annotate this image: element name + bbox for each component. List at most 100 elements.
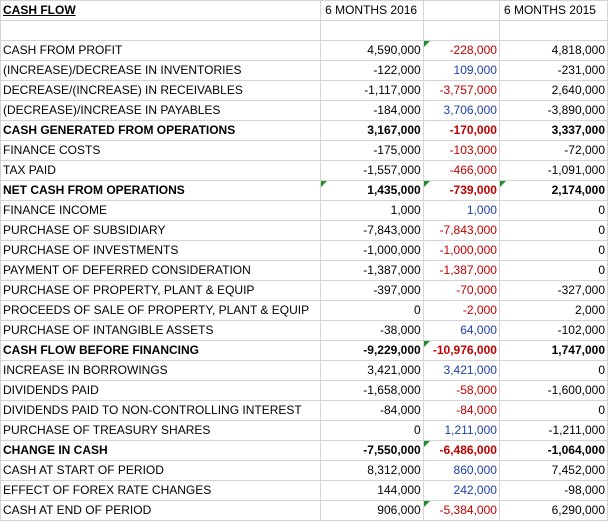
value-difference[interactable]: -103,000 [422, 140, 500, 161]
value-2015[interactable]: 0 [498, 400, 608, 421]
value-difference[interactable]: -70,000 [422, 280, 500, 301]
value-2015[interactable]: 1,747,000 [498, 340, 608, 361]
row-label[interactable]: (DECREASE)/INCREASE IN PAYABLES [0, 100, 322, 121]
row-label[interactable]: PURCHASE OF SUBSIDIARY [0, 220, 322, 241]
value-2015[interactable]: -102,000 [498, 320, 608, 341]
value-2016[interactable]: -7,550,000 [320, 440, 424, 461]
value-2016[interactable]: -1,387,000 [320, 260, 424, 281]
cell[interactable] [0, 20, 322, 41]
value-2016[interactable]: -184,000 [320, 100, 424, 121]
value-difference[interactable]: 3,421,000 [422, 360, 500, 381]
value-2016[interactable]: -1,658,000 [320, 380, 424, 401]
value-difference[interactable]: -228,000 [422, 40, 500, 61]
value-difference[interactable]: 1,000 [422, 200, 500, 221]
row-label[interactable]: FINANCE COSTS [0, 140, 322, 161]
row-label[interactable]: CASH FLOW BEFORE FINANCING [0, 340, 322, 361]
value-2016[interactable]: 1,435,000 [320, 180, 424, 201]
value-2016[interactable]: 144,000 [320, 480, 424, 501]
value-difference[interactable]: -5,384,000 [422, 500, 500, 521]
row-label[interactable]: CASH AT END OF PERIOD [0, 500, 322, 521]
row-label[interactable]: TAX PAID [0, 160, 322, 181]
value-2016[interactable]: -1,117,000 [320, 80, 424, 101]
value-2015[interactable]: 2,000 [498, 300, 608, 321]
value-2016[interactable]: -397,000 [320, 280, 424, 301]
value-2016[interactable]: 906,000 [320, 500, 424, 521]
value-2016[interactable]: -38,000 [320, 320, 424, 341]
value-difference[interactable]: -739,000 [422, 180, 500, 201]
value-2016[interactable]: 1,000 [320, 200, 424, 221]
value-difference[interactable]: -2,000 [422, 300, 500, 321]
value-2015[interactable]: -1,211,000 [498, 420, 608, 441]
value-2015[interactable]: 0 [498, 240, 608, 261]
row-label[interactable]: DIVIDENDS PAID TO NON-CONTROLLING INTERE… [0, 400, 322, 421]
value-2016[interactable]: 8,312,000 [320, 460, 424, 481]
value-2015[interactable]: -231,000 [498, 60, 608, 81]
value-difference[interactable]: 242,000 [422, 480, 500, 501]
value-2016[interactable]: -9,229,000 [320, 340, 424, 361]
value-difference[interactable]: -466,000 [422, 160, 500, 181]
value-2015[interactable]: -1,091,000 [498, 160, 608, 181]
value-difference[interactable]: -84,000 [422, 400, 500, 421]
cell[interactable] [422, 20, 500, 41]
row-label[interactable]: INCREASE IN BORROWINGS [0, 360, 322, 381]
row-label[interactable]: EFFECT OF FOREX RATE CHANGES [0, 480, 322, 501]
value-2015[interactable]: 0 [498, 200, 608, 221]
value-2015[interactable]: 2,640,000 [498, 80, 608, 101]
row-label[interactable]: CHANGE IN CASH [0, 440, 322, 461]
value-2016[interactable]: -122,000 [320, 60, 424, 81]
row-label[interactable]: CASH AT START OF PERIOD [0, 460, 322, 481]
row-label[interactable]: FINANCE INCOME [0, 200, 322, 221]
value-2015[interactable]: -1,600,000 [498, 380, 608, 401]
row-label[interactable]: PAYMENT OF DEFERRED CONSIDERATION [0, 260, 322, 281]
value-2015[interactable]: 0 [498, 220, 608, 241]
row-label[interactable]: DECREASE/(INCREASE) IN RECEIVABLES [0, 80, 322, 101]
value-2016[interactable]: -7,843,000 [320, 220, 424, 241]
cell[interactable] [320, 20, 424, 41]
column-header-difference[interactable] [422, 0, 500, 21]
value-difference[interactable]: -1,387,000 [422, 260, 500, 281]
value-2016[interactable]: 0 [320, 300, 424, 321]
value-2015[interactable]: -1,064,000 [498, 440, 608, 461]
value-2016[interactable]: -1,557,000 [320, 160, 424, 181]
value-difference[interactable]: 3,706,000 [422, 100, 500, 121]
value-2016[interactable]: 3,421,000 [320, 360, 424, 381]
value-2015[interactable]: 7,452,000 [498, 460, 608, 481]
row-label[interactable]: PURCHASE OF TREASURY SHARES [0, 420, 322, 441]
value-2015[interactable]: 2,174,000 [498, 180, 608, 201]
value-difference[interactable]: -7,843,000 [422, 220, 500, 241]
value-2015[interactable]: -98,000 [498, 480, 608, 501]
value-difference[interactable]: 860,000 [422, 460, 500, 481]
value-2015[interactable]: -327,000 [498, 280, 608, 301]
column-header-2016[interactable]: 6 MONTHS 2016 [320, 0, 424, 21]
value-2016[interactable]: 0 [320, 420, 424, 441]
row-label[interactable]: (INCREASE)/DECREASE IN INVENTORIES [0, 60, 322, 81]
value-2015[interactable]: 4,818,000 [498, 40, 608, 61]
value-difference[interactable]: 1,211,000 [422, 420, 500, 441]
sheet-title[interactable]: CASH FLOW [0, 0, 322, 21]
row-label[interactable]: PURCHASE OF INTANGIBLE ASSETS [0, 320, 322, 341]
row-label[interactable]: PURCHASE OF PROPERTY, PLANT & EQUIP [0, 280, 322, 301]
value-2015[interactable]: 0 [498, 260, 608, 281]
value-difference[interactable]: -170,000 [422, 120, 500, 141]
value-difference[interactable]: 109,000 [422, 60, 500, 81]
value-2016[interactable]: -84,000 [320, 400, 424, 421]
row-label[interactable]: CASH GENERATED FROM OPERATIONS [0, 120, 322, 141]
column-header-2015[interactable]: 6 MONTHS 2015 [498, 0, 608, 21]
cell[interactable] [498, 20, 608, 41]
value-difference[interactable]: -3,757,000 [422, 80, 500, 101]
value-2016[interactable]: -1,000,000 [320, 240, 424, 261]
value-difference[interactable]: -10,976,000 [422, 340, 500, 361]
value-difference[interactable]: -1,000,000 [422, 240, 500, 261]
value-difference[interactable]: 64,000 [422, 320, 500, 341]
value-2015[interactable]: 6,290,000 [498, 500, 608, 521]
value-2015[interactable]: -72,000 [498, 140, 608, 161]
row-label[interactable]: PROCEEDS OF SALE OF PROPERTY, PLANT & EQ… [0, 300, 322, 321]
value-2016[interactable]: -175,000 [320, 140, 424, 161]
value-2015[interactable]: 0 [498, 360, 608, 381]
value-difference[interactable]: -6,486,000 [422, 440, 500, 461]
value-2016[interactable]: 4,590,000 [320, 40, 424, 61]
row-label[interactable]: DIVIDENDS PAID [0, 380, 322, 401]
value-2016[interactable]: 3,167,000 [320, 120, 424, 141]
row-label[interactable]: PURCHASE OF INVESTMENTS [0, 240, 322, 261]
row-label[interactable]: NET CASH FROM OPERATIONS [0, 180, 322, 201]
